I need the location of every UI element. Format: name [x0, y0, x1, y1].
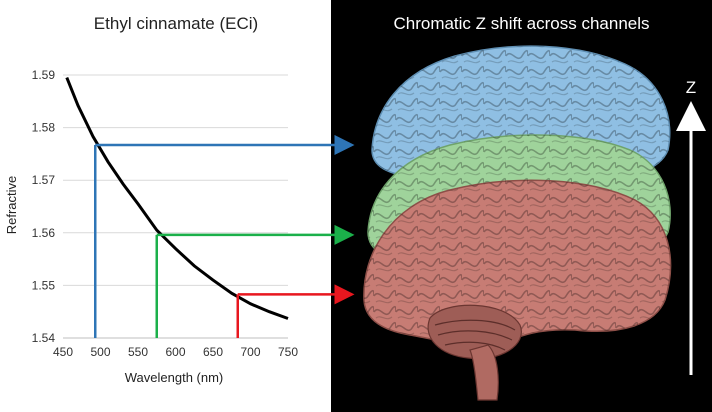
y-tick-label: 1.56 [32, 226, 56, 240]
brain-panel-title: Chromatic Z shift across channels [393, 14, 650, 33]
chart-tick-labels: 1.54 1.55 1.56 1.57 1.58 1.59 450 500 550 600 650 7… [32, 68, 299, 359]
y-tick-label: 1.58 [32, 121, 56, 135]
y-tick-label: 1.54 [32, 331, 56, 345]
x-tick-label: 600 [165, 345, 185, 359]
y-tick-label: 1.57 [32, 173, 56, 187]
x-tick-label: 750 [278, 345, 298, 359]
x-axis-label: Wavelength (nm) [125, 370, 224, 385]
y-tick-label: 1.59 [32, 68, 56, 82]
x-tick-label: 700 [240, 345, 260, 359]
chart-gridlines [63, 74, 288, 339]
brain-red-channel-image [363, 179, 672, 401]
y-tick-label: 1.55 [32, 278, 56, 292]
x-tick-label: 650 [203, 345, 223, 359]
refractive-index-curve [65, 77, 289, 320]
x-tick-label: 550 [128, 345, 148, 359]
chart-title: Ethyl cinnamate (ECi) [93, 14, 259, 33]
channel-marker-lines [94, 134, 355, 338]
y-axis-label: Refractive [4, 176, 19, 235]
x-tick-label: 450 [53, 345, 73, 359]
z-axis-label: Z [686, 78, 696, 97]
x-tick-label: 500 [90, 345, 110, 359]
